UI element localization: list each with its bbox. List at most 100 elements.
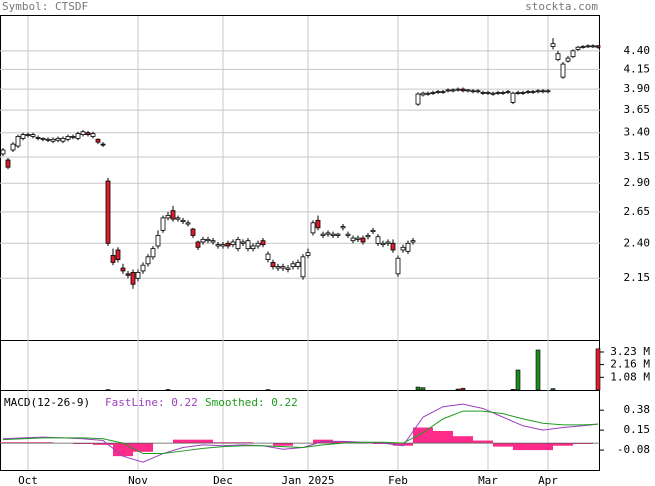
candle-body xyxy=(430,92,436,94)
candle-body xyxy=(520,92,526,94)
histogram-bar xyxy=(473,440,493,444)
candle-body xyxy=(565,57,571,62)
histogram-bar xyxy=(393,443,413,446)
y-tick-label: 0.38 xyxy=(624,403,651,416)
candle-body xyxy=(290,263,296,268)
candle-body xyxy=(30,134,36,137)
candle-body xyxy=(440,91,446,93)
candle-body xyxy=(160,217,166,231)
y-tick-label: 3.40 xyxy=(624,126,651,139)
candle-body xyxy=(390,242,396,251)
y-tick-label: 0.15 xyxy=(624,423,651,436)
candle-body xyxy=(95,138,101,143)
candle-body xyxy=(595,45,601,48)
candle-body xyxy=(230,241,236,246)
histogram-bar xyxy=(573,443,593,444)
candle-body xyxy=(245,240,251,250)
candle-body xyxy=(50,138,56,142)
candle-body xyxy=(100,143,106,146)
candle-body xyxy=(460,88,466,92)
x-tick-label: Apr xyxy=(538,474,558,486)
candle-body xyxy=(155,235,161,247)
volume-bar xyxy=(535,349,541,391)
y-tick-label: 2.15 xyxy=(624,271,651,284)
y-tick-label: 2.40 xyxy=(624,236,651,249)
candle-body xyxy=(300,256,306,278)
volume-bar xyxy=(595,348,601,391)
candle-body xyxy=(405,242,411,252)
candle-body xyxy=(530,91,536,93)
candle-body xyxy=(500,92,506,94)
source: stockta.com xyxy=(525,0,598,13)
volume-bar xyxy=(460,387,466,391)
symbol: Symbol: CTSDF xyxy=(2,0,88,13)
candle-body xyxy=(380,242,386,246)
candle-body xyxy=(340,226,346,229)
histogram-bar xyxy=(73,443,93,444)
histogram-bar xyxy=(413,427,433,444)
candle-body xyxy=(560,63,566,78)
candle-body xyxy=(105,180,111,244)
candle-body xyxy=(320,233,326,236)
histogram-bar xyxy=(133,443,153,452)
y-tick-label: 4.40 xyxy=(624,44,651,57)
legend-label: Smoothed: 0.22 xyxy=(205,396,298,409)
candle-body xyxy=(5,159,11,168)
candle-body xyxy=(190,228,196,236)
y-tick-label: 3.15 xyxy=(624,150,651,163)
candle-body xyxy=(350,237,356,242)
y-tick-label: 2.90 xyxy=(624,176,651,189)
volume-bar xyxy=(415,386,421,391)
candle-body xyxy=(580,46,586,48)
candle-body xyxy=(570,50,576,58)
candle-body xyxy=(545,90,551,93)
candle-body xyxy=(10,143,16,151)
candle-body xyxy=(400,246,406,251)
y-tick-label: -0.08 xyxy=(617,443,650,456)
candle-body xyxy=(445,89,451,92)
y-tick-label: 2.16 M xyxy=(610,358,650,371)
histogram-bar xyxy=(13,442,33,444)
candle-body xyxy=(70,136,76,138)
candle-body xyxy=(330,233,336,236)
legend-label: FastLine: 0.22 xyxy=(105,396,198,409)
candle-body xyxy=(85,132,91,135)
candle-body xyxy=(255,242,261,247)
candle-body xyxy=(210,240,216,243)
candle-body xyxy=(395,257,401,275)
candle-body xyxy=(200,238,206,243)
candle-body xyxy=(355,237,361,240)
candle-body xyxy=(175,217,181,220)
histogram-bar xyxy=(553,443,573,446)
candle-body xyxy=(215,244,221,247)
candle-body xyxy=(425,92,431,95)
candle-body xyxy=(145,256,151,265)
histogram-bar xyxy=(233,442,253,444)
candle-body xyxy=(65,136,71,140)
candle-body xyxy=(510,92,516,103)
candle-body xyxy=(285,267,291,270)
candle-body xyxy=(0,149,6,155)
candle-body xyxy=(335,233,341,236)
candle-body xyxy=(480,92,486,94)
x-tick-label: Feb xyxy=(388,474,408,486)
candle-body xyxy=(575,46,581,50)
candle-body xyxy=(410,240,416,243)
candle-body xyxy=(165,215,171,219)
histogram-bar xyxy=(513,443,533,451)
candle-body xyxy=(235,238,241,250)
y-tick-label: 3.23 M xyxy=(610,345,650,358)
candle-body xyxy=(170,210,176,220)
histogram-bar xyxy=(173,439,193,444)
candle-body xyxy=(470,90,476,93)
candle-body xyxy=(120,267,126,272)
candle-body xyxy=(375,236,381,244)
candle-body xyxy=(220,244,226,247)
candle-body xyxy=(25,134,31,136)
candle-body xyxy=(585,45,591,48)
histogram-bar xyxy=(493,443,513,447)
candle-body xyxy=(505,91,511,93)
candle-body xyxy=(60,137,66,142)
candle-body xyxy=(15,136,21,147)
